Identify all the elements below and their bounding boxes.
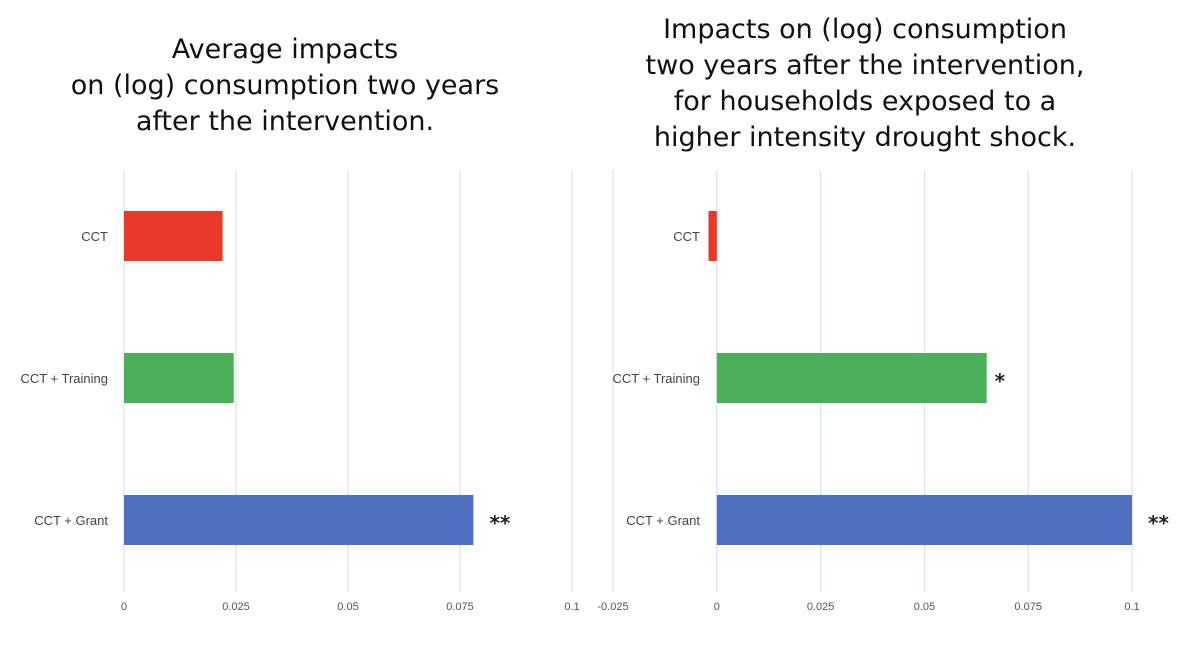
left-bar [124,211,223,261]
left-tick-label: 0.075 [446,601,474,613]
left-tick-label: 0 [121,601,127,613]
left-tick-label: 0.05 [337,601,358,613]
left-bar [124,495,474,545]
right-category-label: CCT + Training [612,371,700,386]
right-tick-label: 0 [714,601,720,613]
right-significance-label: * [995,369,1006,393]
right-significance-label: ** [1148,511,1169,535]
left-title-line-2: on (log) consumption two years [70,70,500,101]
left-category-label: CCT + Training [20,371,108,386]
right-tick-label: 0.05 [914,601,935,613]
left-chart-title: Average impacts on (log) consumption two… [40,32,530,140]
right-bar [708,211,717,261]
left-category-label: CCT [81,229,108,244]
right-title-line-2: two years after the intervention, [645,50,1085,81]
left-tick-label: 0.025 [222,601,250,613]
right-tick-label: 0.025 [807,601,835,613]
right-tick-label: -0.025 [597,601,628,613]
right-tick-label: 0.075 [1014,601,1042,613]
right-title-line-1: Impacts on (log) consumption [663,14,1067,45]
left-tick-label: 0.1 [564,601,579,613]
left-bar [124,353,234,403]
right-title-line-4: higher intensity drought shock. [653,122,1077,153]
left-title-line-1: Average impacts [171,34,399,65]
left-title-line-3: after the intervention. [135,106,435,137]
right-bar [716,495,1132,545]
right-category-label: CCT [673,229,700,244]
left-category-label: CCT + Grant [34,513,108,528]
right-bar [716,353,987,403]
right-category-label: CCT + Grant [626,513,700,528]
right-chart-title: Impacts on (log) consumption two years a… [600,12,1130,156]
left-significance-label: ** [489,511,510,535]
right-title-line-3: for households exposed to a [673,86,1057,117]
right-tick-label: 0.1 [1124,601,1139,613]
